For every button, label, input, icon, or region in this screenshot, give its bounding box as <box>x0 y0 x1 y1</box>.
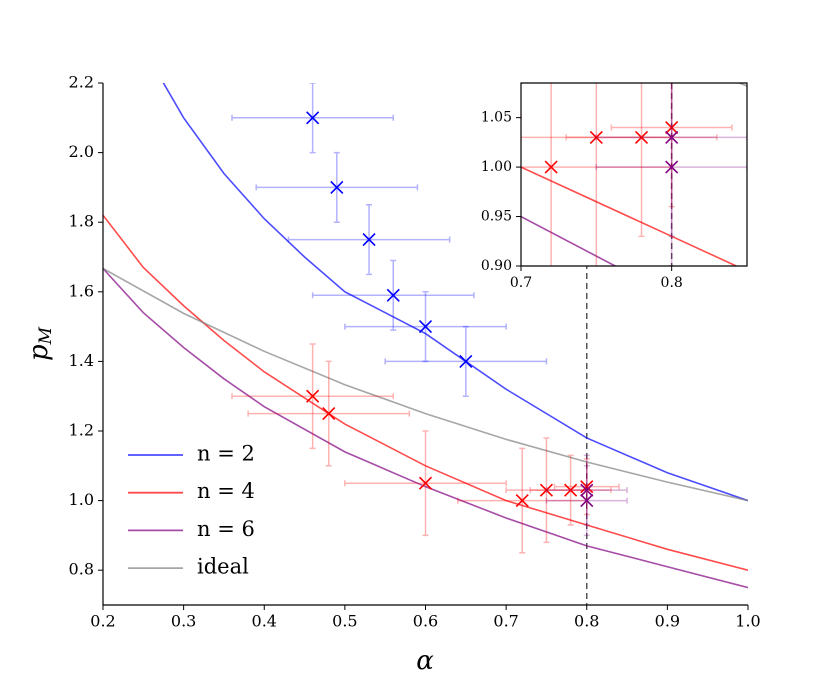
series-line <box>103 267 748 502</box>
point-marker <box>634 130 649 144</box>
series-line <box>162 83 748 502</box>
legend-label: ideal <box>197 555 249 579</box>
x-tick-label: 0.8 <box>574 612 599 631</box>
x-tick-label: 0.9 <box>655 612 680 631</box>
legend-label: n = 2 <box>197 442 255 466</box>
y-tick-label: 0.95 <box>481 209 512 225</box>
point-marker <box>418 476 433 490</box>
point-marker <box>418 320 433 334</box>
y-tick-label: 1.00 <box>481 159 512 175</box>
point-marker <box>544 160 558 174</box>
series-line <box>103 267 748 589</box>
series-line <box>103 214 748 571</box>
plot-area <box>103 83 748 605</box>
y-tick-label: 1.05 <box>481 110 512 126</box>
point-marker <box>322 407 336 421</box>
x-tick-label: 0.5 <box>332 612 357 631</box>
legend-label: n = 6 <box>197 517 255 541</box>
y-axis-label: pM <box>24 326 56 361</box>
point-marker <box>665 160 679 174</box>
x-tick-label: 0.7 <box>510 275 532 291</box>
y-tick-label: 1.4 <box>69 351 94 370</box>
point-marker <box>539 483 554 497</box>
legend-label: n = 4 <box>197 479 255 503</box>
point-marker <box>580 483 594 497</box>
point-marker <box>665 130 679 144</box>
point-marker <box>386 288 400 302</box>
y-error-bar <box>367 0 373 266</box>
x-axis-label: α <box>416 646 434 676</box>
y-tick-label: 1.8 <box>69 212 94 231</box>
point-marker <box>515 494 529 508</box>
y-tick-label: 1.6 <box>69 281 94 300</box>
point-marker <box>580 480 594 494</box>
x-tick-label: 0.3 <box>171 612 196 631</box>
x-tick-label: 0.4 <box>252 612 277 631</box>
point-marker <box>459 354 473 368</box>
point-marker <box>306 389 320 403</box>
y-tick-label: 1.0 <box>69 490 94 509</box>
y-error-bar <box>187 0 193 68</box>
y-tick-label: 0.8 <box>69 560 94 579</box>
y-error-bar <box>156 0 162 19</box>
x-tick-label: 0.6 <box>413 612 438 631</box>
y-tick-label: 1.2 <box>69 421 94 440</box>
inset-background <box>521 83 747 266</box>
plot-area <box>156 0 747 266</box>
x-tick-label: 0.2 <box>90 612 115 631</box>
axis-frame <box>520 82 748 267</box>
y-tick-label: 2.2 <box>69 73 94 92</box>
x-tick-label: 1.0 <box>735 612 760 631</box>
point-marker <box>330 180 344 194</box>
x-tick-label: 0.7 <box>493 612 518 631</box>
point-marker <box>580 494 594 508</box>
y-tick-label: 2.0 <box>69 142 94 161</box>
y-tick-label: 0.90 <box>481 258 512 274</box>
point-marker <box>564 483 578 497</box>
point-marker <box>306 111 320 125</box>
point-marker <box>362 233 376 247</box>
point-marker <box>665 120 679 135</box>
x-tick-label: 0.8 <box>661 275 683 291</box>
point-marker <box>589 130 603 144</box>
series-line <box>521 166 739 266</box>
